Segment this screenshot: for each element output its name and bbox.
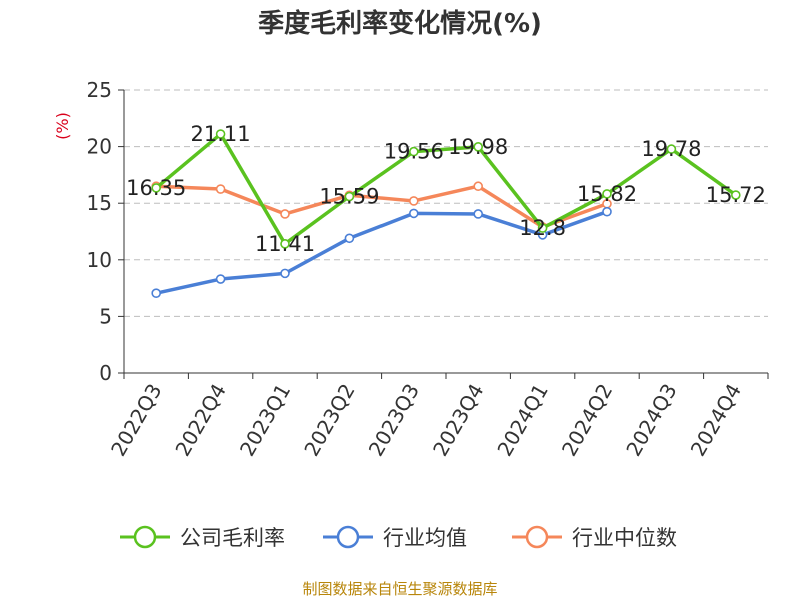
y-tick-label: 20 bbox=[87, 135, 112, 159]
data-point bbox=[408, 196, 419, 206]
grid-lines bbox=[124, 89, 768, 317]
data-point bbox=[602, 189, 612, 199]
data-label: 19.78 bbox=[641, 137, 701, 161]
data-point bbox=[280, 239, 290, 249]
x-tick-label: 2023Q4 bbox=[428, 380, 488, 461]
x-tick-label: 2024Q2 bbox=[557, 380, 617, 461]
data-label: 15.59 bbox=[319, 185, 379, 209]
series-line bbox=[155, 132, 737, 246]
data-point bbox=[215, 129, 226, 139]
legend-label: 行业均值 bbox=[383, 526, 467, 550]
data-point bbox=[473, 181, 484, 192]
legend-item[interactable]: 行业均值 bbox=[323, 525, 467, 550]
data-point bbox=[344, 233, 355, 244]
legend-label: 公司毛利率 bbox=[180, 526, 285, 550]
legend-item[interactable]: 公司毛利率 bbox=[120, 525, 285, 550]
data-point bbox=[151, 288, 161, 298]
y-axis-unit-label: (%) bbox=[53, 112, 72, 140]
series-lines bbox=[151, 129, 741, 298]
data-point bbox=[473, 209, 484, 219]
data-point bbox=[602, 206, 612, 217]
x-tick-label: 2023Q2 bbox=[299, 380, 359, 461]
data-label: 19.98 bbox=[448, 135, 508, 159]
x-tick-label: 2023Q1 bbox=[235, 380, 295, 461]
y-tick-label: 5 bbox=[99, 304, 112, 328]
legend-swatch-marker bbox=[336, 525, 360, 549]
data-point bbox=[666, 144, 677, 154]
y-tick-label: 15 bbox=[87, 191, 112, 215]
axes: 0 5 10 15 20 25 2022Q3 2022Q4 2023Q1 2023Q2 2023Q3… bbox=[87, 78, 769, 461]
data-point bbox=[473, 142, 484, 152]
x-tick-label: 2022Q3 bbox=[106, 380, 166, 461]
legend-swatch-marker bbox=[525, 525, 549, 549]
chart-title: 季度毛利率变化情况(%) bbox=[258, 8, 542, 39]
series-line bbox=[156, 184, 608, 229]
data-label: 12.8 bbox=[519, 216, 566, 240]
series-line bbox=[155, 210, 608, 295]
x-tick-label: 2022Q4 bbox=[170, 380, 230, 461]
data-point bbox=[215, 274, 226, 284]
source-note: 制图数据来自恒生聚源数据库 bbox=[302, 580, 497, 598]
data-label: 11.41 bbox=[255, 232, 315, 256]
x-tick-label: 2024Q1 bbox=[492, 380, 552, 461]
x-tick-label: 2024Q4 bbox=[686, 380, 746, 461]
legend-label: 行业中位数 bbox=[572, 526, 677, 550]
data-label: 15.82 bbox=[577, 182, 637, 206]
legend: 公司毛利率 行业均值 行业中位数 bbox=[120, 525, 677, 550]
legend-swatch-marker bbox=[133, 525, 157, 549]
data-point bbox=[280, 209, 290, 219]
data-point bbox=[344, 191, 355, 202]
data-point bbox=[537, 223, 548, 233]
data-point bbox=[408, 146, 419, 157]
y-tick-label: 25 bbox=[87, 78, 112, 102]
data-label: 21.11 bbox=[191, 122, 251, 146]
data-point bbox=[280, 268, 290, 279]
data-point bbox=[215, 184, 226, 194]
y-tick-label: 0 bbox=[99, 361, 112, 385]
x-tick-label: 2024Q3 bbox=[621, 380, 681, 461]
data-label: 15.72 bbox=[706, 183, 766, 207]
y-tick-label: 10 bbox=[87, 248, 112, 272]
data-label: 16.35 bbox=[126, 176, 186, 200]
data-point bbox=[408, 208, 419, 219]
legend-item[interactable]: 行业中位数 bbox=[512, 525, 677, 550]
x-tick-label: 2023Q3 bbox=[364, 380, 424, 461]
data-point bbox=[151, 183, 161, 193]
data-point bbox=[730, 190, 741, 200]
data-label: 19.56 bbox=[384, 140, 444, 164]
